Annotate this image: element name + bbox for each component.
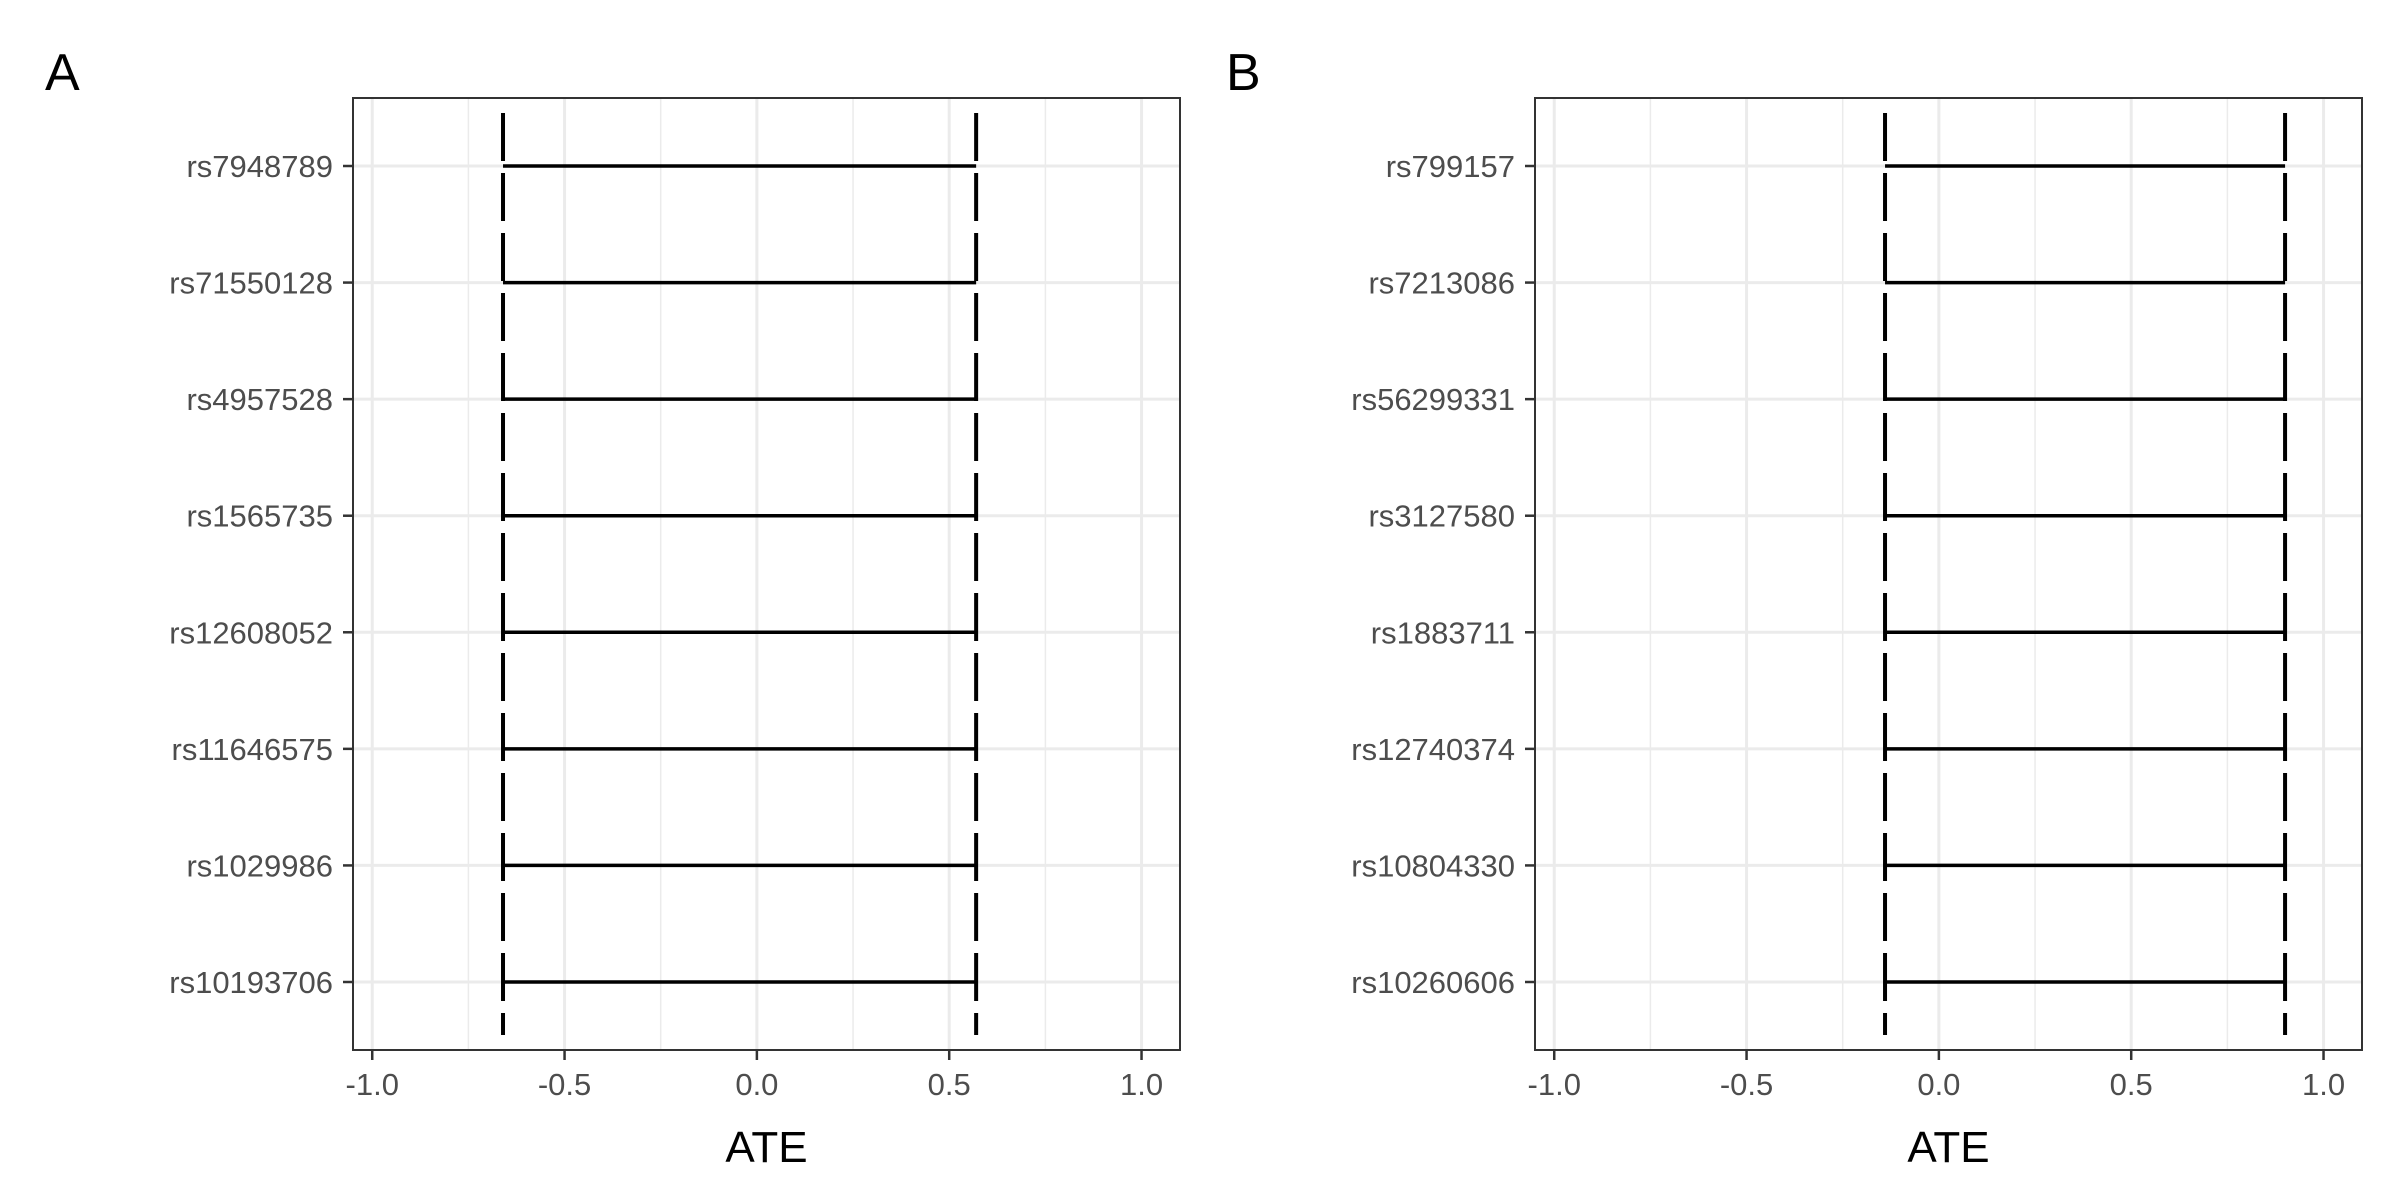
x-tick-label: 0.5 — [928, 1067, 971, 1102]
x-tick-label: 1.0 — [2302, 1067, 2345, 1102]
y-tick-label: rs7948789 — [186, 149, 333, 184]
y-tick-label: rs10804330 — [1351, 848, 1515, 883]
y-tick-label: rs3127580 — [1368, 499, 1515, 534]
panel-tag: B — [1226, 44, 1261, 102]
y-tick-label: rs12740374 — [1351, 732, 1515, 767]
x-tick-label: 0.5 — [2110, 1067, 2153, 1102]
y-tick-label: rs799157 — [1386, 149, 1515, 184]
plot-frame — [352, 97, 1181, 1051]
x-tick-label: -1.0 — [346, 1067, 399, 1102]
y-tick-label: rs4957528 — [186, 382, 333, 417]
plot-frame — [1534, 97, 2363, 1051]
panel-tag: A — [45, 44, 80, 102]
x-tick-label: -0.5 — [1720, 1067, 1773, 1102]
y-tick-label: rs12608052 — [169, 615, 333, 650]
y-tick-label: rs1883711 — [1371, 615, 1515, 650]
y-tick-label: rs7213086 — [1368, 266, 1515, 301]
y-tick-label: rs10260606 — [1351, 965, 1515, 1000]
y-tick-label: rs11646575 — [172, 732, 333, 767]
y-tick-label: rs1029986 — [186, 848, 333, 883]
y-tick-label: rs56299331 — [1351, 382, 1515, 417]
x-tick-label: -1.0 — [1528, 1067, 1581, 1102]
x-tick-label: 0.0 — [735, 1067, 778, 1102]
x-tick-label: -0.5 — [538, 1067, 591, 1102]
x-axis-title: ATE — [1907, 1123, 1989, 1172]
y-tick-label: rs10193706 — [169, 965, 333, 1000]
x-axis-title: ATE — [725, 1123, 807, 1172]
y-tick-label: rs71550128 — [169, 266, 333, 301]
x-tick-label: 0.0 — [1917, 1067, 1960, 1102]
y-tick-label: rs1565735 — [186, 499, 333, 534]
x-tick-label: 1.0 — [1120, 1067, 1163, 1102]
